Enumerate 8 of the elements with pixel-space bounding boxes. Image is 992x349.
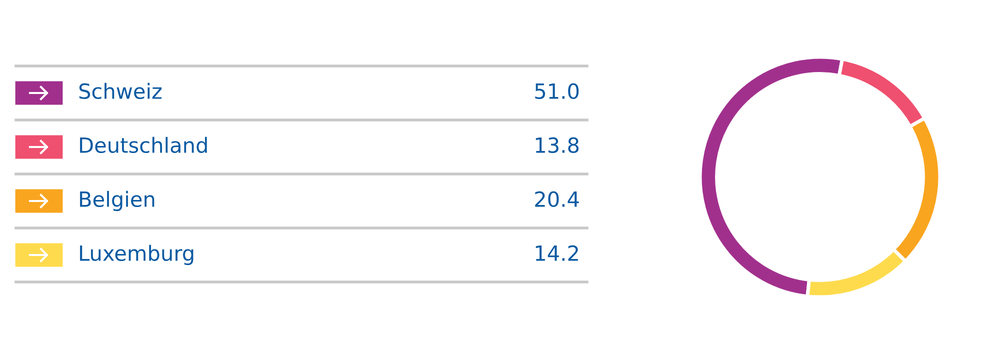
data-label: 51.0: [535, 83, 579, 100]
legend-label: Belgien: [80, 190, 154, 212]
legend-label: Schweiz: [79, 82, 162, 100]
data-label: 14.2: [536, 245, 578, 261]
data-label: 13.8: [536, 137, 579, 154]
legend-label: Deutschland: [80, 136, 207, 154]
data-label: 20.4: [535, 191, 579, 208]
legend-label: Luxemburg: [80, 244, 194, 266]
